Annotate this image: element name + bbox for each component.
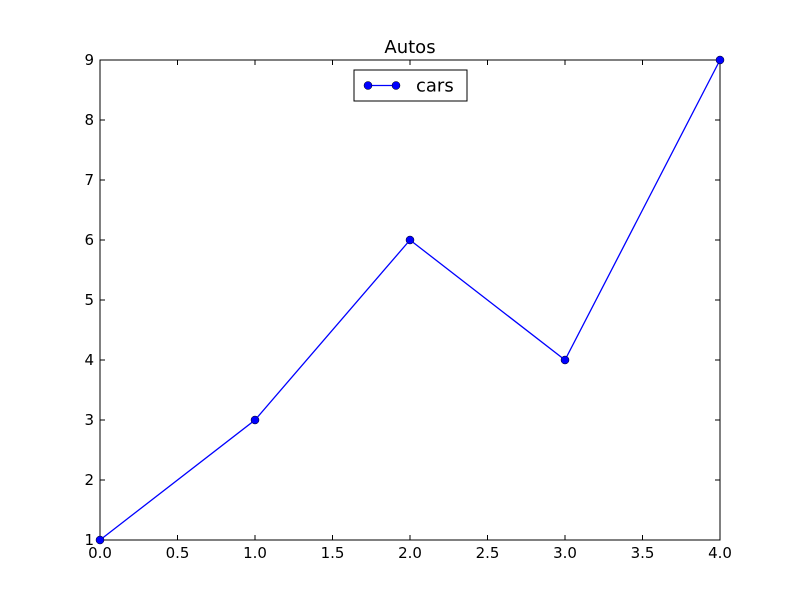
- y-tick-label: 9: [84, 51, 94, 69]
- y-tick-label: 7: [84, 171, 94, 189]
- x-tick-label: 2.0: [398, 544, 422, 562]
- y-tick-label: 1: [84, 531, 94, 549]
- x-tick-label: 3.5: [631, 544, 655, 562]
- legend-label: cars: [416, 76, 454, 97]
- data-point: [405, 235, 415, 245]
- x-tick-label: 0.5: [166, 544, 190, 562]
- y-tick-label: 3: [84, 411, 94, 429]
- legend: cars: [353, 69, 468, 102]
- x-tick-label: 1.0: [243, 544, 267, 562]
- x-tick-label: 2.5: [476, 544, 500, 562]
- x-axis: 0.0 0.5 1.0 1.5 2.0 2.5 3.0 3.5 4.0: [88, 60, 732, 562]
- data-point: [715, 55, 725, 65]
- chart-title: Autos: [384, 37, 435, 58]
- series-layer: [95, 55, 725, 545]
- data-point: [250, 415, 260, 425]
- x-tick-label: 4.0: [708, 544, 732, 562]
- legend-marker: [363, 81, 373, 90]
- x-tick-label: 0.0: [88, 544, 112, 562]
- y-tick-label: 4: [84, 351, 94, 369]
- data-point: [560, 355, 570, 365]
- y-tick-label: 8: [84, 111, 94, 129]
- legend-marker: [391, 81, 401, 90]
- x-tick-label: 3.0: [553, 544, 577, 562]
- y-tick-label: 5: [84, 291, 94, 309]
- y-tick-label: 6: [84, 231, 94, 249]
- y-tick-label: 2: [84, 471, 94, 489]
- x-tick-label: 1.5: [321, 544, 345, 562]
- data-point: [95, 535, 105, 545]
